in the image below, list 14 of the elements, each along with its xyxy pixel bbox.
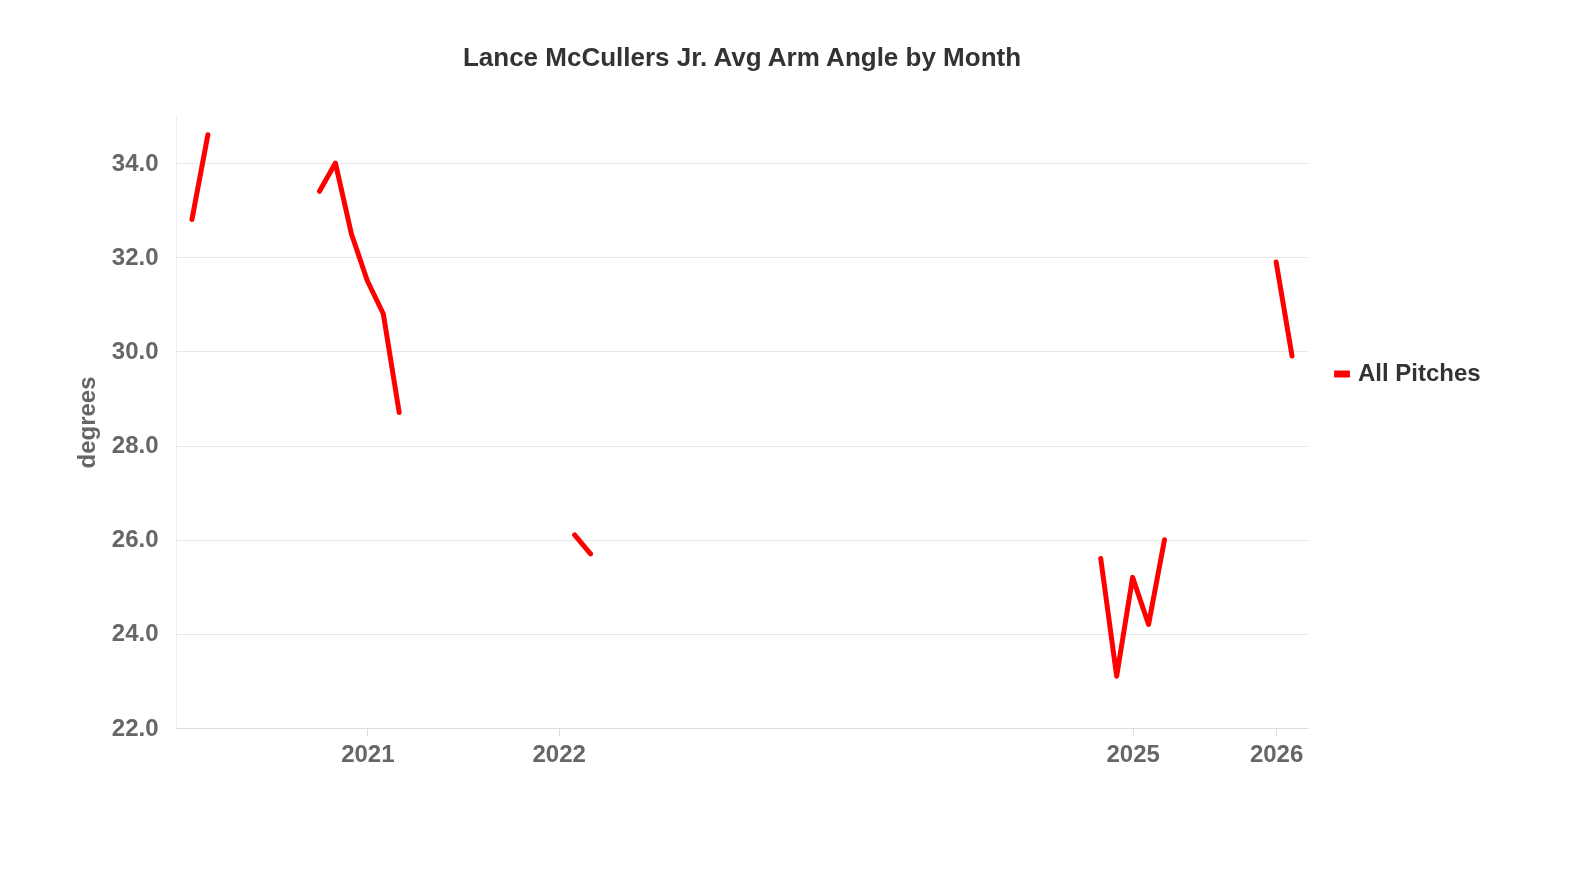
y-tick-label: 22.0 [111,713,159,741]
legend-label: All Pitches [1358,359,1481,386]
x-tick-label: 2026 [1249,739,1304,767]
y-tick-label: 24.0 [111,619,159,647]
y-tick-label: 32.0 [111,242,159,270]
x-tick-label: 2022 [532,739,586,767]
y-tick-label: 28.0 [111,431,159,459]
y-axis-title: degrees [72,376,100,469]
y-tick-label: 26.0 [111,525,159,553]
y-tick-label: 30.0 [111,336,159,364]
y-tick-label: 34.0 [111,148,159,176]
x-tick-label: 2021 [341,739,395,767]
x-tick-label: 2025 [1106,739,1160,767]
chart-title: Lance McCullers Jr. Avg Arm Angle by Month [462,42,1022,72]
